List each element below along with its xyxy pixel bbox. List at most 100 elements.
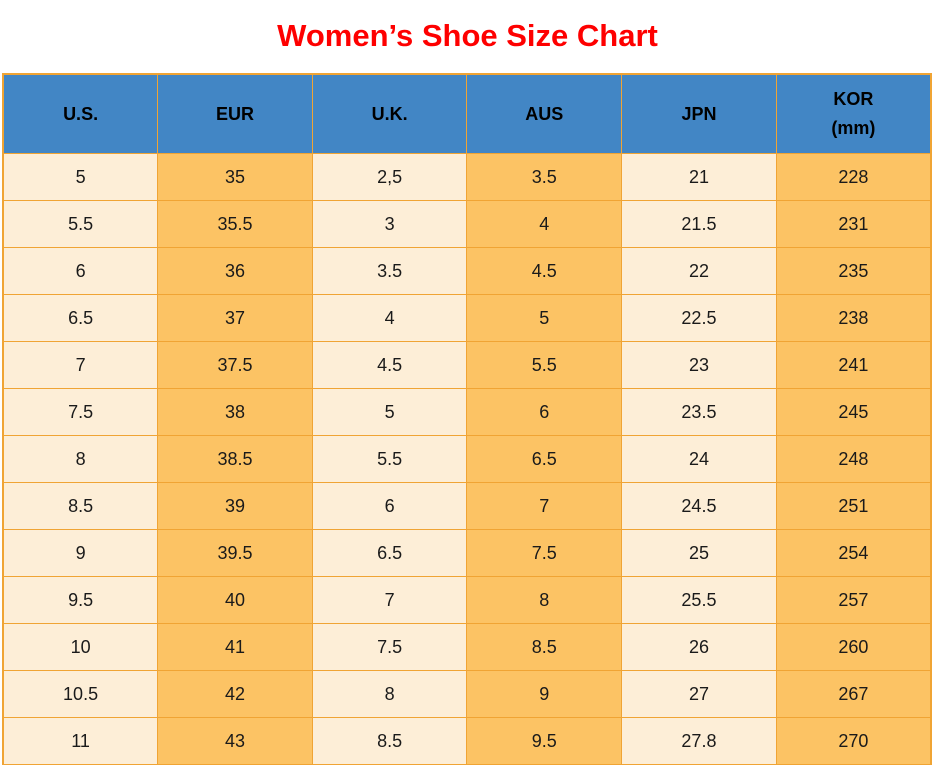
table-cell: 235 <box>775 247 932 295</box>
column-header-aus: AUS <box>466 73 623 154</box>
table-body: 5 35 2,5 3.5 21 228 5.5 35.5 3 4 21.5 231 6 36 3.5 4.5 2… <box>2 153 932 765</box>
table-cell: 11 <box>2 717 159 765</box>
table-cell: 7 <box>2 341 159 389</box>
column-header-kor: KOR (mm) <box>775 73 932 154</box>
table-cell: 8 <box>466 576 623 624</box>
table-cell: 25.5 <box>621 576 777 624</box>
table-cell: 6.5 <box>466 435 623 483</box>
table-cell: 6 <box>466 388 623 436</box>
table-cell: 6 <box>2 247 159 295</box>
table-cell: 5.5 <box>2 200 159 248</box>
table-cell: 40 <box>157 576 313 624</box>
table-cell: 248 <box>775 435 932 483</box>
table-cell: 6.5 <box>311 529 468 577</box>
table-cell: 42 <box>157 670 313 718</box>
table-row: 11 43 8.5 9.5 27.8 270 <box>2 717 932 765</box>
table-cell: 4 <box>311 294 468 342</box>
table-cell: 241 <box>775 341 932 389</box>
table-cell: 9.5 <box>466 717 623 765</box>
page-title: Women’s Shoe Size Chart <box>277 18 658 53</box>
table-cell: 26 <box>621 623 777 671</box>
table-row: 6.5 37 4 5 22.5 238 <box>2 294 932 342</box>
table-row: 9 39.5 6.5 7.5 25 254 <box>2 529 932 577</box>
table-cell: 3.5 <box>466 153 623 201</box>
table-cell: 5 <box>2 153 159 201</box>
table-cell: 4 <box>466 200 623 248</box>
table-cell: 257 <box>775 576 932 624</box>
table-row: 8 38.5 5.5 6.5 24 248 <box>2 435 932 483</box>
table-cell: 260 <box>775 623 932 671</box>
table-cell: 9 <box>466 670 623 718</box>
table-cell: 41 <box>157 623 313 671</box>
table-cell: 251 <box>775 482 932 530</box>
table-cell: 43 <box>157 717 313 765</box>
table-cell: 24 <box>621 435 777 483</box>
table-cell: 5.5 <box>466 341 623 389</box>
table-cell: 5.5 <box>311 435 468 483</box>
table-cell: 267 <box>775 670 932 718</box>
shoe-size-table: U.S. EUR U.K. AUS JPN <box>2 73 932 765</box>
table-cell: 35.5 <box>157 200 313 248</box>
table-cell: 254 <box>775 529 932 577</box>
column-header-label: AUS <box>525 103 564 124</box>
table-cell: 8 <box>2 435 159 483</box>
table-cell: 9.5 <box>2 576 159 624</box>
table-cell: 6.5 <box>2 294 159 342</box>
table-cell: 9 <box>2 529 159 577</box>
table-cell: 8 <box>311 670 468 718</box>
table-row: 10.5 42 8 9 27 267 <box>2 670 932 718</box>
table-cell: 231 <box>775 200 932 248</box>
table-cell: 10 <box>2 623 159 671</box>
column-header-us: U.S. <box>2 73 159 154</box>
table-cell: 245 <box>775 388 932 436</box>
table-row: 9.5 40 7 8 25.5 257 <box>2 576 932 624</box>
table-cell: 24.5 <box>621 482 777 530</box>
table-row: 5 35 2,5 3.5 21 228 <box>2 153 932 201</box>
table-cell: 27 <box>621 670 777 718</box>
table-cell: 39.5 <box>157 529 313 577</box>
column-header-uk: U.K. <box>311 73 468 154</box>
table-cell: 3.5 <box>311 247 468 295</box>
column-header-label: U.S. <box>63 103 99 124</box>
table-cell: 4.5 <box>311 341 468 389</box>
table-cell: 21.5 <box>621 200 777 248</box>
table-cell: 22 <box>621 247 777 295</box>
table-cell: 38 <box>157 388 313 436</box>
table-cell: 6 <box>311 482 468 530</box>
table-cell: 23 <box>621 341 777 389</box>
column-header-jpn: JPN <box>621 73 777 154</box>
table-cell: 21 <box>621 153 777 201</box>
column-header-label: U.K. <box>371 103 408 124</box>
header-row: U.S. EUR U.K. AUS JPN <box>2 73 932 154</box>
table-cell: 7.5 <box>466 529 623 577</box>
table-cell: 39 <box>157 482 313 530</box>
table-row: 5.5 35.5 3 4 21.5 231 <box>2 200 932 248</box>
column-header-sublabel: (mm) <box>831 118 876 138</box>
column-header-label: KOR <box>833 89 874 110</box>
table-cell: 270 <box>775 717 932 765</box>
table-cell: 5 <box>466 294 623 342</box>
table-cell: 8.5 <box>466 623 623 671</box>
table-cell: 37 <box>157 294 313 342</box>
table-row: 7 37.5 4.5 5.5 23 241 <box>2 341 932 389</box>
table-row: 10 41 7.5 8.5 26 260 <box>2 623 932 671</box>
table-cell: 38.5 <box>157 435 313 483</box>
table-cell: 23.5 <box>621 388 777 436</box>
table-row: 6 36 3.5 4.5 22 235 <box>2 247 932 295</box>
table-cell: 7.5 <box>2 388 159 436</box>
table-header: U.S. EUR U.K. AUS JPN <box>2 73 932 154</box>
table-cell: 35 <box>157 153 313 201</box>
column-header-label: JPN <box>681 103 717 124</box>
table-row: 8.5 39 6 7 24.5 251 <box>2 482 932 530</box>
table-row: 7.5 38 5 6 23.5 245 <box>2 388 932 436</box>
table-cell: 36 <box>157 247 313 295</box>
table-cell: 7 <box>311 576 468 624</box>
table-cell: 8.5 <box>311 717 468 765</box>
table-cell: 27.8 <box>621 717 777 765</box>
table-cell: 10.5 <box>2 670 159 718</box>
table-cell: 7 <box>466 482 623 530</box>
table-cell: 7.5 <box>311 623 468 671</box>
table-cell: 3 <box>311 200 468 248</box>
table-cell: 238 <box>775 294 932 342</box>
